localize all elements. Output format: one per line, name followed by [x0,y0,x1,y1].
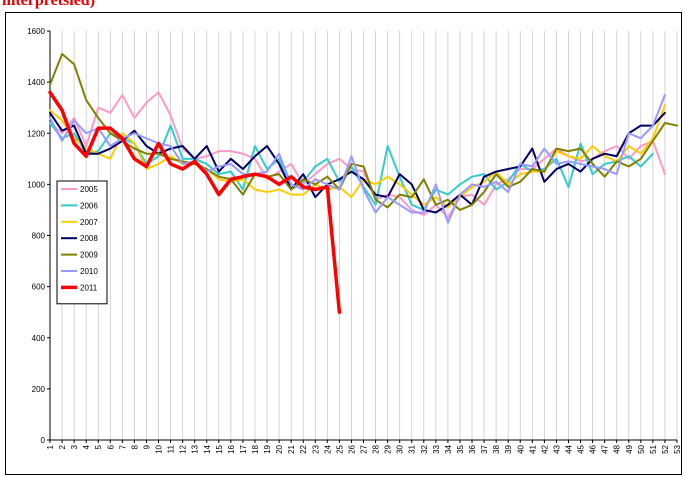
x-tick-label: 47 [601,444,610,453]
x-tick-label: 35 [456,444,465,453]
x-tick-label: 53 [673,444,682,453]
x-tick-label: 12 [179,444,188,453]
x-tick-label: 7 [118,444,127,449]
x-tick-label: 44 [564,444,573,453]
x-tick-label: 49 [625,444,634,453]
legend-label-2011: 2011 [80,283,98,292]
x-tick-label: 37 [480,444,489,453]
x-tick-label: 15 [215,444,224,453]
x-tick-label: 16 [227,444,236,453]
x-tick-label: 30 [396,444,405,453]
legend-label-2008: 2008 [80,234,98,243]
page-heading: interpretsied) [2,0,96,9]
y-tick-label: 1000 [27,180,45,189]
x-tick-label: 4 [82,444,91,449]
x-tick-label: 21 [287,444,296,453]
x-tick-label: 43 [552,444,561,453]
x-tick-label: 46 [589,444,598,453]
x-tick-label: 45 [577,444,586,453]
series-line-2010 [49,93,666,224]
x-tick-label: 26 [347,444,356,453]
series-line-2007 [49,104,666,209]
x-tick-label: 28 [372,444,381,453]
x-tick-label: 36 [468,444,477,453]
x-tick-label: 27 [360,444,369,453]
y-tick-label: 400 [32,334,46,343]
x-tick-label: 52 [661,444,670,453]
x-tick-label: 17 [239,444,248,453]
x-tick-label: 31 [408,444,417,453]
x-tick-label: 13 [191,444,200,453]
legend-label-2009: 2009 [80,251,98,260]
legend-label-2005: 2005 [80,185,98,194]
x-tick-label: 14 [203,444,212,453]
x-tick-label: 32 [420,444,429,453]
grid [61,31,678,440]
x-tick-label: 3 [70,444,79,449]
x-tick-label: 51 [649,444,658,453]
x-tick-label: 41 [528,444,537,453]
x-tick-label: 48 [613,444,622,453]
x-tick-label: 6 [106,444,115,449]
x-tick-label: 33 [432,444,441,453]
series [48,53,678,314]
y-tick-label: 600 [32,283,46,292]
x-tick-label: 5 [94,444,103,449]
y-tick-label: 1200 [27,129,45,138]
y-tick-label: 1600 [27,27,45,36]
x-tick-label: 42 [540,444,549,453]
x-tick-label: 9 [142,444,151,449]
x-tick-label: 10 [155,444,164,453]
x-tick-label: 18 [251,444,260,453]
y-tick-label: 0 [41,436,46,445]
legend-label-2006: 2006 [80,201,98,210]
series-line-2011 [48,90,342,314]
x-tick-label: 11 [167,444,176,453]
x-tick-label: 24 [323,444,332,453]
x-tick-label: 38 [492,444,501,453]
legend-label-2010: 2010 [80,267,98,276]
x-tick-label: 40 [516,444,525,453]
x-tick-label: 20 [275,444,284,453]
y-tick-label: 800 [32,232,46,241]
legend-box [56,180,108,305]
legend: 2005 2006 2007 2008 2009 2010 2011 [56,180,108,305]
chart-frame [5,12,682,475]
x-tick-label: 1 [46,444,55,449]
y-tick-label: 1400 [27,78,45,87]
x-tick-label: 29 [384,444,393,453]
x-tick-label: 50 [637,444,646,453]
x-tick-label: 25 [335,444,344,453]
x-tick-label: 8 [130,444,139,449]
legend-label-2007: 2007 [80,218,98,227]
x-tick-label: 39 [504,444,513,453]
y-tick-label: 200 [32,385,46,394]
x-tick-label: 22 [299,444,308,453]
x-tick-label: 2 [58,444,67,449]
x-tick-label: 19 [263,444,272,453]
x-tick-label: 23 [311,444,320,453]
x-tick-label: 34 [444,444,453,453]
